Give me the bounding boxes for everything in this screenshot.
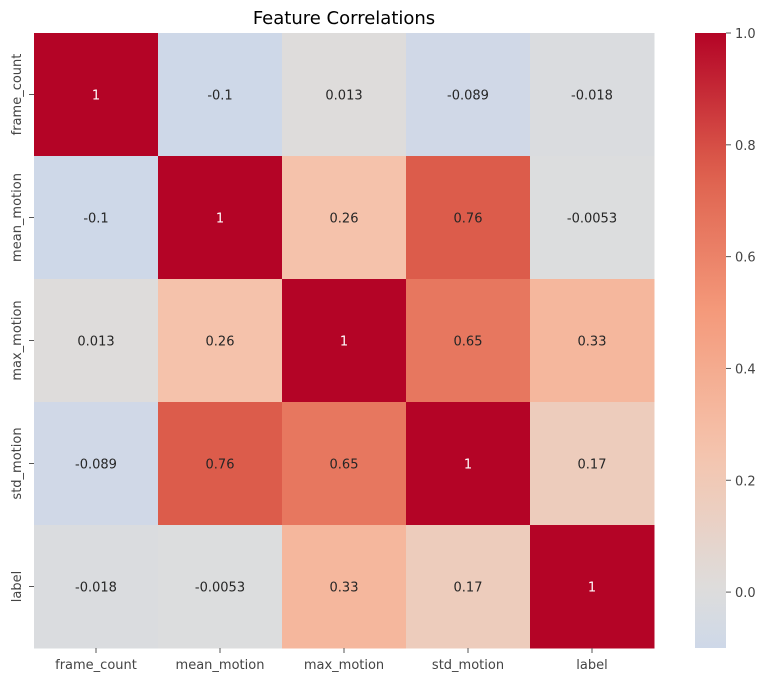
cell-annotation-4-1: -0.0053 (195, 581, 245, 596)
heatmap-cell-1-2 (282, 156, 407, 280)
cell-annotation-0-4: -0.018 (571, 89, 613, 104)
colorbar: 0.0 0.2 0.4 0.6 0.8 1.0 (695, 27, 756, 648)
cell-annotation-4-4: 1 (588, 581, 596, 596)
cell-annotation-2-0: 0.013 (77, 335, 114, 350)
heatmap-cell-4-4 (530, 525, 655, 649)
heatmap-cells (34, 33, 655, 649)
colorbar-tick-label: 0.2 (735, 474, 756, 489)
heatmap-cell-2-3 (406, 279, 531, 403)
heatmap-cell-3-4 (530, 402, 655, 526)
cell-annotation-3-3: 1 (464, 458, 472, 473)
cell-annotation-3-4: 0.17 (578, 458, 607, 473)
heatmap-cell-0-1 (158, 33, 283, 157)
cell-annotation-4-2: 0.33 (330, 581, 359, 596)
heatmap-cell-1-4 (530, 156, 655, 280)
y-tick-label: frame_count (10, 54, 25, 136)
cell-annotation-4-3: 0.17 (454, 581, 483, 596)
heatmap-annotations: 1 -0.1 0.013 -0.089 -0.018 -0.1 1 0.26 0.76 -0.00… (75, 89, 617, 596)
cell-annotation-0-0: 1 (92, 89, 100, 104)
cell-annotation-4-0: -0.018 (75, 581, 117, 596)
cell-annotation-2-2: 1 (340, 335, 348, 350)
heatmap-cell-1-1 (158, 156, 283, 280)
heatmap-cell-2-1 (158, 279, 283, 403)
cell-annotation-2-1: 0.26 (206, 335, 235, 350)
y-tick-label: max_motion (10, 300, 25, 380)
heatmap-cell-0-0 (34, 33, 159, 157)
cell-annotation-2-3: 0.65 (454, 335, 483, 350)
heatmap-cell-2-2 (282, 279, 407, 403)
heatmap-cell-3-2 (282, 402, 407, 526)
heatmap-cell-3-3 (406, 402, 531, 526)
heatmap-cell-1-0 (34, 156, 159, 280)
colorbar-tick-label: 0.0 (735, 586, 756, 601)
cell-annotation-0-1: -0.1 (207, 89, 232, 104)
cell-annotation-1-0: -0.1 (83, 212, 108, 227)
heatmap-cell-4-3 (406, 525, 531, 649)
cell-annotation-1-3: 0.76 (454, 212, 483, 227)
cell-annotation-3-0: -0.089 (75, 458, 117, 473)
colorbar-tick-label: 0.8 (735, 139, 756, 154)
cell-annotation-1-1: 1 (216, 212, 224, 227)
heatmap-cell-2-4 (530, 279, 655, 403)
chart-title: Feature Correlations (253, 8, 435, 29)
cell-annotation-3-2: 0.65 (330, 458, 359, 473)
y-tick-label: std_motion (10, 427, 25, 499)
cell-annotation-1-4: -0.0053 (567, 212, 617, 227)
x-tick-label: frame_count (55, 658, 137, 673)
x-tick-label: mean_motion (176, 658, 265, 673)
y-axis: frame_count mean_motion max_motion std_moti… (10, 54, 34, 602)
heatmap-cell-3-1 (158, 402, 283, 526)
cell-annotation-0-2: 0.013 (325, 89, 362, 104)
x-tick-label: std_motion (432, 658, 504, 673)
x-tick-label: label (576, 658, 607, 673)
cell-annotation-3-1: 0.76 (206, 458, 235, 473)
heatmap-cell-2-0 (34, 279, 159, 403)
heatmap-cell-4-0 (34, 525, 159, 649)
colorbar-tick-label: 0.4 (735, 362, 756, 377)
x-axis: frame_count mean_motion max_motion std_moti… (55, 648, 608, 673)
heatmap-cell-3-0 (34, 402, 159, 526)
cell-annotation-1-2: 0.26 (330, 212, 359, 227)
heatmap-cell-0-3 (406, 33, 531, 157)
y-tick-label: mean_motion (10, 173, 25, 262)
heatmap-cell-4-1 (158, 525, 283, 649)
colorbar-tick-label: 1.0 (735, 27, 756, 42)
cell-annotation-2-4: 0.33 (578, 335, 607, 350)
colorbar-gradient (695, 33, 726, 648)
colorbar-tick-label: 0.6 (735, 251, 756, 266)
cell-annotation-0-3: -0.089 (447, 89, 489, 104)
x-tick-label: max_motion (304, 658, 384, 673)
heatmap-cell-1-3 (406, 156, 531, 280)
heatmap-cell-4-2 (282, 525, 407, 649)
y-tick-label: label (10, 571, 25, 602)
heatmap-cell-0-2 (282, 33, 407, 157)
heatmap-cell-0-4 (530, 33, 655, 157)
